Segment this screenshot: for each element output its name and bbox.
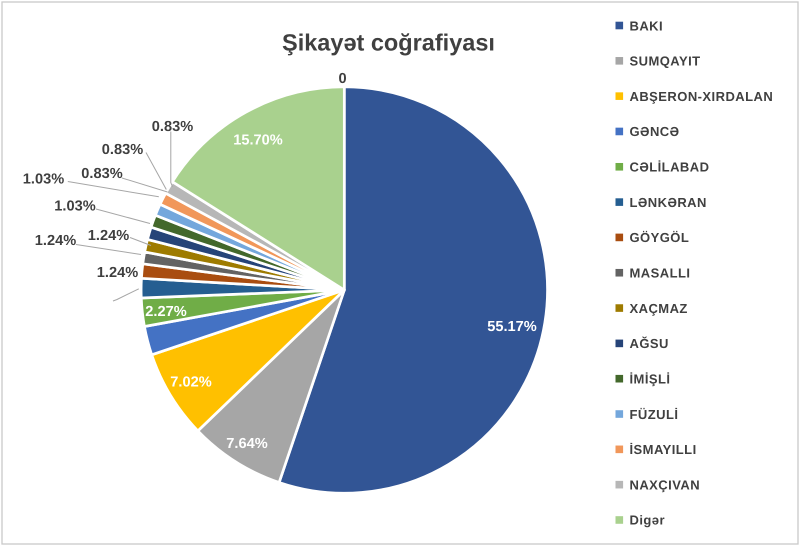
svg-text:7.02%: 7.02% — [170, 374, 211, 390]
svg-text:NAXÇIVAN: NAXÇIVAN — [630, 477, 701, 492]
svg-text:İMİŞLİ: İMİŞLİ — [630, 371, 671, 386]
svg-text:FÜZULİ: FÜZULİ — [630, 407, 679, 422]
svg-text:1.24%: 1.24% — [97, 265, 138, 281]
svg-text:1.03%: 1.03% — [54, 199, 95, 215]
svg-text:MASALLI: MASALLI — [630, 265, 691, 280]
svg-text:LƏNKƏRAN: LƏNKƏRAN — [630, 195, 707, 210]
svg-text:ABŞERON-XIRDALAN: ABŞERON-XIRDALAN — [630, 89, 774, 104]
svg-text:CƏLİLABAD: CƏLİLABAD — [630, 160, 710, 175]
svg-text:0.83%: 0.83% — [102, 142, 143, 158]
svg-text:GÖYGÖL: GÖYGÖL — [630, 230, 690, 245]
svg-text:2.27%: 2.27% — [145, 304, 186, 320]
svg-text:1.24%: 1.24% — [88, 228, 129, 244]
svg-text:BAKI: BAKI — [630, 18, 664, 33]
svg-text:7.64%: 7.64% — [226, 436, 267, 452]
svg-text:0: 0 — [339, 71, 347, 87]
svg-text:0.83%: 0.83% — [81, 166, 122, 182]
svg-text:İSMAYILLI: İSMAYILLI — [630, 442, 697, 457]
svg-text:Şikayət coğrafiyası: Şikayət coğrafiyası — [282, 30, 495, 56]
svg-text:55.17%: 55.17% — [487, 319, 537, 335]
svg-text:SUMQAYIT: SUMQAYIT — [630, 54, 701, 69]
svg-text:Digər: Digər — [630, 513, 665, 528]
svg-text:AĞSU: AĞSU — [630, 336, 669, 351]
svg-text:15.70%: 15.70% — [233, 133, 283, 149]
svg-text:GƏNCƏ: GƏNCƏ — [630, 124, 680, 139]
svg-text:1.03%: 1.03% — [23, 172, 64, 188]
svg-text:1.24%: 1.24% — [35, 233, 76, 249]
svg-text:XAÇMAZ: XAÇMAZ — [630, 301, 688, 316]
svg-text:0.83%: 0.83% — [152, 119, 193, 135]
